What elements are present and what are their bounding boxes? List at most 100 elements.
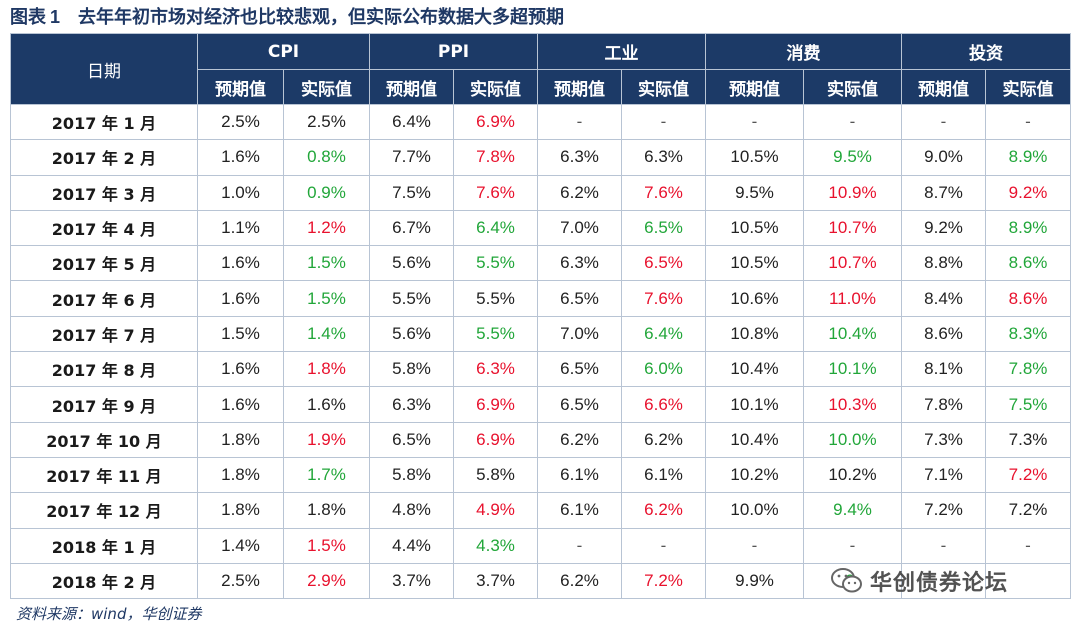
actual-value-cell: 10.7%: [803, 209, 903, 247]
table-row: 2017 年 7 月 1.5% 1.4% 5.6% 5.5% 7.0% 6.4% 10.8% 1…: [10, 315, 1072, 353]
actual-value-cell: -: [803, 103, 903, 141]
actual-value-cell: 1.6%: [282, 386, 371, 423]
actual-value-cell: 7.6%: [621, 280, 707, 317]
actual-value-cell: 7.2%: [621, 562, 707, 600]
row-date: 2017 年 4 月: [10, 209, 198, 247]
actual-header: 实际值: [453, 69, 539, 105]
expected-value-cell: 6.5%: [537, 280, 623, 317]
expected-value-cell: 1.1%: [197, 209, 284, 247]
table-row: 2017 年 9 月 1.6% 1.6% 6.3% 6.9% 6.5% 6.6% 10.1% 1…: [10, 386, 1072, 423]
actual-value-cell: 6.3%: [621, 139, 707, 176]
row-date: 2017 年 12 月: [10, 492, 198, 529]
expected-value-cell: 3.7%: [369, 562, 455, 600]
actual-value-cell: 5.8%: [453, 456, 539, 494]
actual-value-cell: 1.5%: [282, 527, 371, 564]
expected-value-cell: 7.0%: [537, 209, 623, 247]
actual-value-cell: 6.6%: [621, 386, 707, 423]
expected-value-cell: -: [901, 103, 987, 141]
actual-value-cell: 1.7%: [282, 456, 371, 494]
table-row: 2017 年 8 月 1.6% 1.8% 5.8% 6.3% 6.5% 6.0% 10.4% 1…: [10, 351, 1072, 388]
group-header: 工业: [537, 33, 707, 70]
expected-value-cell: 6.1%: [537, 456, 623, 494]
expected-header: 预期值: [537, 69, 623, 105]
actual-value-cell: 10.0%: [803, 421, 903, 458]
actual-value-cell: 8.6%: [985, 280, 1072, 317]
expected-value-cell: 7.3%: [901, 421, 987, 458]
expected-value-cell: 6.5%: [537, 386, 623, 423]
actual-value-cell: 7.3%: [985, 421, 1072, 458]
expected-value-cell: 6.5%: [537, 351, 623, 388]
actual-value-cell: 8.9%: [985, 209, 1072, 247]
actual-value-cell: 6.9%: [453, 103, 539, 141]
expected-value-cell: 6.1%: [537, 492, 623, 529]
expected-value-cell: 2.5%: [197, 103, 284, 141]
expected-value-cell: 7.1%: [901, 456, 987, 494]
actual-value-cell: 6.1%: [621, 456, 707, 494]
actual-value-cell: 6.2%: [621, 492, 707, 529]
actual-value-cell: 8.9%: [985, 139, 1072, 176]
expected-value-cell: 10.0%: [705, 492, 805, 529]
actual-value-cell: 9.2%: [985, 174, 1072, 211]
actual-value-cell: 5.5%: [453, 245, 539, 282]
actual-value-cell: -: [803, 527, 903, 564]
expected-value-cell: 2.5%: [197, 562, 284, 600]
expected-value-cell: -: [537, 103, 623, 141]
actual-value-cell: 7.6%: [621, 174, 707, 211]
expected-value-cell: 8.6%: [901, 315, 987, 353]
actual-value-cell: 0.9%: [282, 174, 371, 211]
figure-number: 1: [50, 7, 61, 27]
actual-value-cell: 7.8%: [453, 139, 539, 176]
expected-value-cell: 1.8%: [197, 492, 284, 529]
expected-header: 预期值: [369, 69, 455, 105]
figure-title-text: 去年年初市场对经济也比较悲观，但实际公布数据大多超预期: [78, 7, 565, 28]
actual-header: 实际值: [621, 69, 707, 105]
actual-value-cell: 7.2%: [985, 492, 1072, 529]
actual-value-cell: [985, 562, 1072, 600]
expected-value-cell: 6.3%: [537, 139, 623, 176]
actual-value-cell: 9.4%: [803, 492, 903, 529]
expected-value-cell: 7.8%: [901, 386, 987, 423]
table-row: 2017 年 2 月 1.6% 0.8% 7.7% 7.8% 6.3% 6.3% 10.5% 9…: [10, 139, 1072, 176]
expected-value-cell: 7.7%: [369, 139, 455, 176]
header-row-subheaders: 预期值 实际值 预期值 实际值 预期值 实际值 预期值 实际值 预期值 实际值: [11, 69, 1072, 105]
expected-value-cell: 4.8%: [369, 492, 455, 529]
table-row: 2017 年 3 月 1.0% 0.9% 7.5% 7.6% 6.2% 7.6% 9.5% 10…: [10, 174, 1072, 211]
expected-value-cell: 6.7%: [369, 209, 455, 247]
row-date: 2017 年 7 月: [10, 315, 198, 353]
date-header: 日期: [10, 33, 198, 105]
row-date: 2018 年 1 月: [10, 527, 198, 564]
actual-value-cell: -: [985, 527, 1072, 564]
data-table: 日期 CPI PPI 工业 消费 投资 预期值 实际值 预期值 实际值 预期值 实际值 预期值 实际值…: [10, 33, 1072, 600]
actual-value-cell: 8.6%: [985, 245, 1072, 282]
expected-value-cell: 8.8%: [901, 245, 987, 282]
row-date: 2017 年 1 月: [10, 103, 198, 141]
actual-header: 实际值: [282, 69, 371, 105]
expected-value-cell: 7.2%: [901, 492, 987, 529]
source-note: 资料来源：wind，华创证券: [16, 605, 202, 623]
group-header: CPI: [196, 33, 371, 70]
actual-value-cell: 1.8%: [282, 351, 371, 388]
expected-header: 预期值: [705, 69, 805, 105]
expected-value-cell: 1.4%: [197, 527, 284, 564]
expected-value-cell: 6.2%: [537, 562, 623, 600]
expected-value-cell: 6.4%: [369, 103, 455, 141]
actual-value-cell: 7.2%: [985, 456, 1072, 494]
actual-value-cell: 10.7%: [803, 245, 903, 282]
expected-value-cell: -: [901, 527, 987, 564]
row-date: 2017 年 9 月: [10, 386, 198, 423]
actual-value-cell: 6.9%: [453, 421, 539, 458]
expected-value-cell: -: [537, 527, 623, 564]
expected-value-cell: 1.5%: [197, 315, 284, 353]
actual-value-cell: -: [985, 103, 1072, 141]
expected-value-cell: 6.2%: [537, 174, 623, 211]
row-date: 2017 年 6 月: [10, 280, 198, 317]
actual-value-cell: 10.4%: [803, 315, 903, 353]
table-row: 2017 年 10 月 1.8% 1.9% 6.5% 6.9% 6.2% 6.2% 10.4%…: [10, 421, 1072, 458]
row-date: 2017 年 5 月: [10, 245, 198, 282]
figure-title: 图表 1 去年年初市场对经济也比较悲观，但实际公布数据大多超预期: [10, 4, 564, 30]
actual-value-cell: 6.5%: [621, 209, 707, 247]
expected-value-cell: 5.8%: [369, 456, 455, 494]
actual-value-cell: 7.6%: [453, 174, 539, 211]
actual-value-cell: 1.5%: [282, 245, 371, 282]
actual-value-cell: 9.5%: [803, 139, 903, 176]
